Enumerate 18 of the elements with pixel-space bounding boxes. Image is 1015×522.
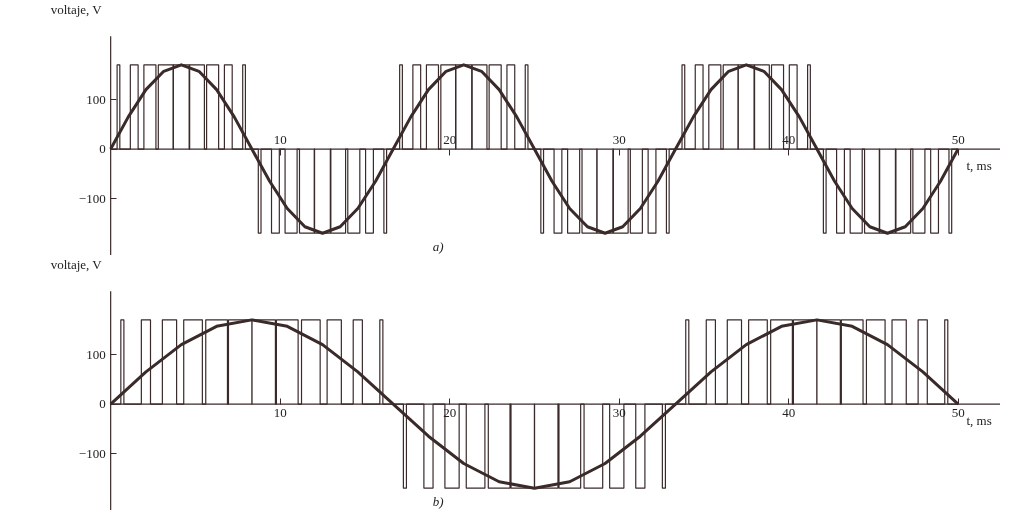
x-axis-title: t, ms <box>966 158 992 174</box>
annotation: a) <box>432 238 444 254</box>
x-axis-title: t, ms <box>966 413 992 429</box>
x-tick-label: 10 <box>273 405 287 421</box>
y-tick-label: −100 <box>78 445 106 461</box>
y-axis-title: voltaje, V <box>50 256 103 272</box>
y-tick-label: 0 <box>99 141 106 157</box>
y-tick-label: 0 <box>99 396 106 412</box>
y-tick-label: −100 <box>78 190 106 206</box>
x-tick-label: 30 <box>612 132 626 148</box>
x-tick-label: 50 <box>951 405 965 421</box>
x-tick-label: 10 <box>273 132 287 148</box>
y-axis-title: voltaje, V <box>50 1 103 17</box>
x-tick-label: 50 <box>951 132 965 148</box>
y-tick-label: 100 <box>86 91 106 107</box>
x-tick-label: 40 <box>782 405 796 421</box>
annotation: b) <box>432 493 444 509</box>
y-tick-label: 100 <box>86 346 106 362</box>
